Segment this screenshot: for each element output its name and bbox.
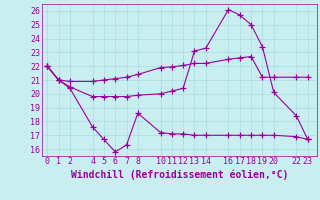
X-axis label: Windchill (Refroidissement éolien,°C): Windchill (Refroidissement éolien,°C) <box>70 169 288 180</box>
